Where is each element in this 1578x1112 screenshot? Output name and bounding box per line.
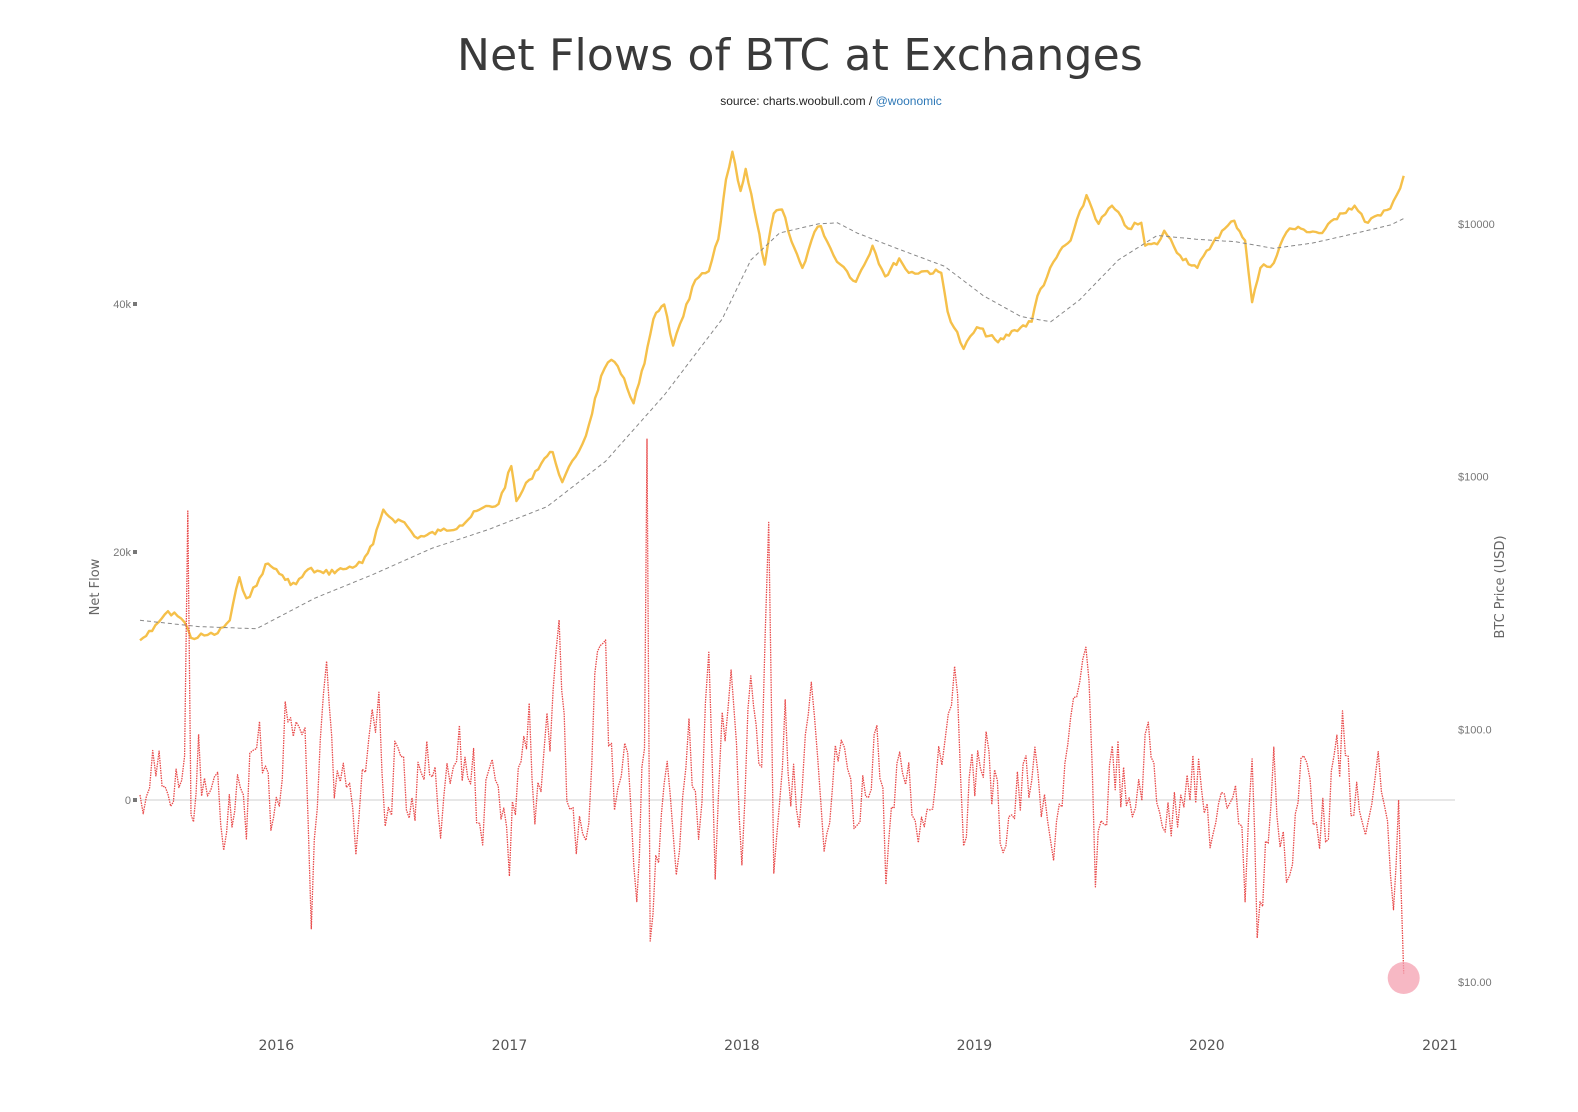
highlight-circle — [1387, 962, 1420, 994]
y-right-tick-label: $100.0 — [1458, 724, 1492, 736]
source-prefix: source: charts.woobull.com / — [720, 94, 876, 108]
y-left-tick-mark — [133, 798, 137, 802]
series-layer — [139, 150, 1420, 994]
x-tick-label: 2016 — [258, 1038, 294, 1054]
y-left-tick-mark — [133, 302, 137, 306]
source-handle-link[interactable]: @woonomic — [875, 94, 942, 108]
y-axis-left-title: Net Flow — [88, 558, 103, 615]
series-line-net-flow — [139, 438, 1405, 974]
y-right-tick-label: $10.00 — [1458, 977, 1492, 989]
y-left-tick-label: 0 — [125, 795, 131, 807]
chart-title: Net Flows of BTC at Exchanges — [456, 30, 1144, 81]
left-axis: 0 20k 40k — [113, 299, 137, 807]
x-tick-label: 2021 — [1422, 1038, 1458, 1054]
y-right-tick-label: $1000 — [1458, 472, 1489, 484]
x-tick-label: 2018 — [724, 1038, 760, 1054]
y-left-tick-label: 20k — [113, 547, 131, 559]
x-tick-label: 2017 — [492, 1038, 528, 1054]
y-axis-right-title: BTC Price (USD) — [1493, 535, 1508, 638]
chart-source: source: charts.woobull.com / @woonomic — [0, 94, 1578, 108]
series-line-btc-price-200-day-moving-average — [139, 218, 1404, 630]
x-axis: 2016 2017 2018 2019 2020 2021 — [258, 1038, 1457, 1054]
x-tick-label: 2020 — [1189, 1038, 1225, 1054]
y-left-tick-mark — [133, 550, 137, 554]
x-tick-label: 2019 — [957, 1038, 993, 1054]
right-axis: $10.00 $100.0 $1000 $10000 — [1458, 219, 1495, 989]
y-left-tick-label: 40k — [113, 299, 131, 311]
y-right-tick-label: $10000 — [1458, 219, 1495, 231]
series-line-btc-price — [139, 150, 1405, 642]
